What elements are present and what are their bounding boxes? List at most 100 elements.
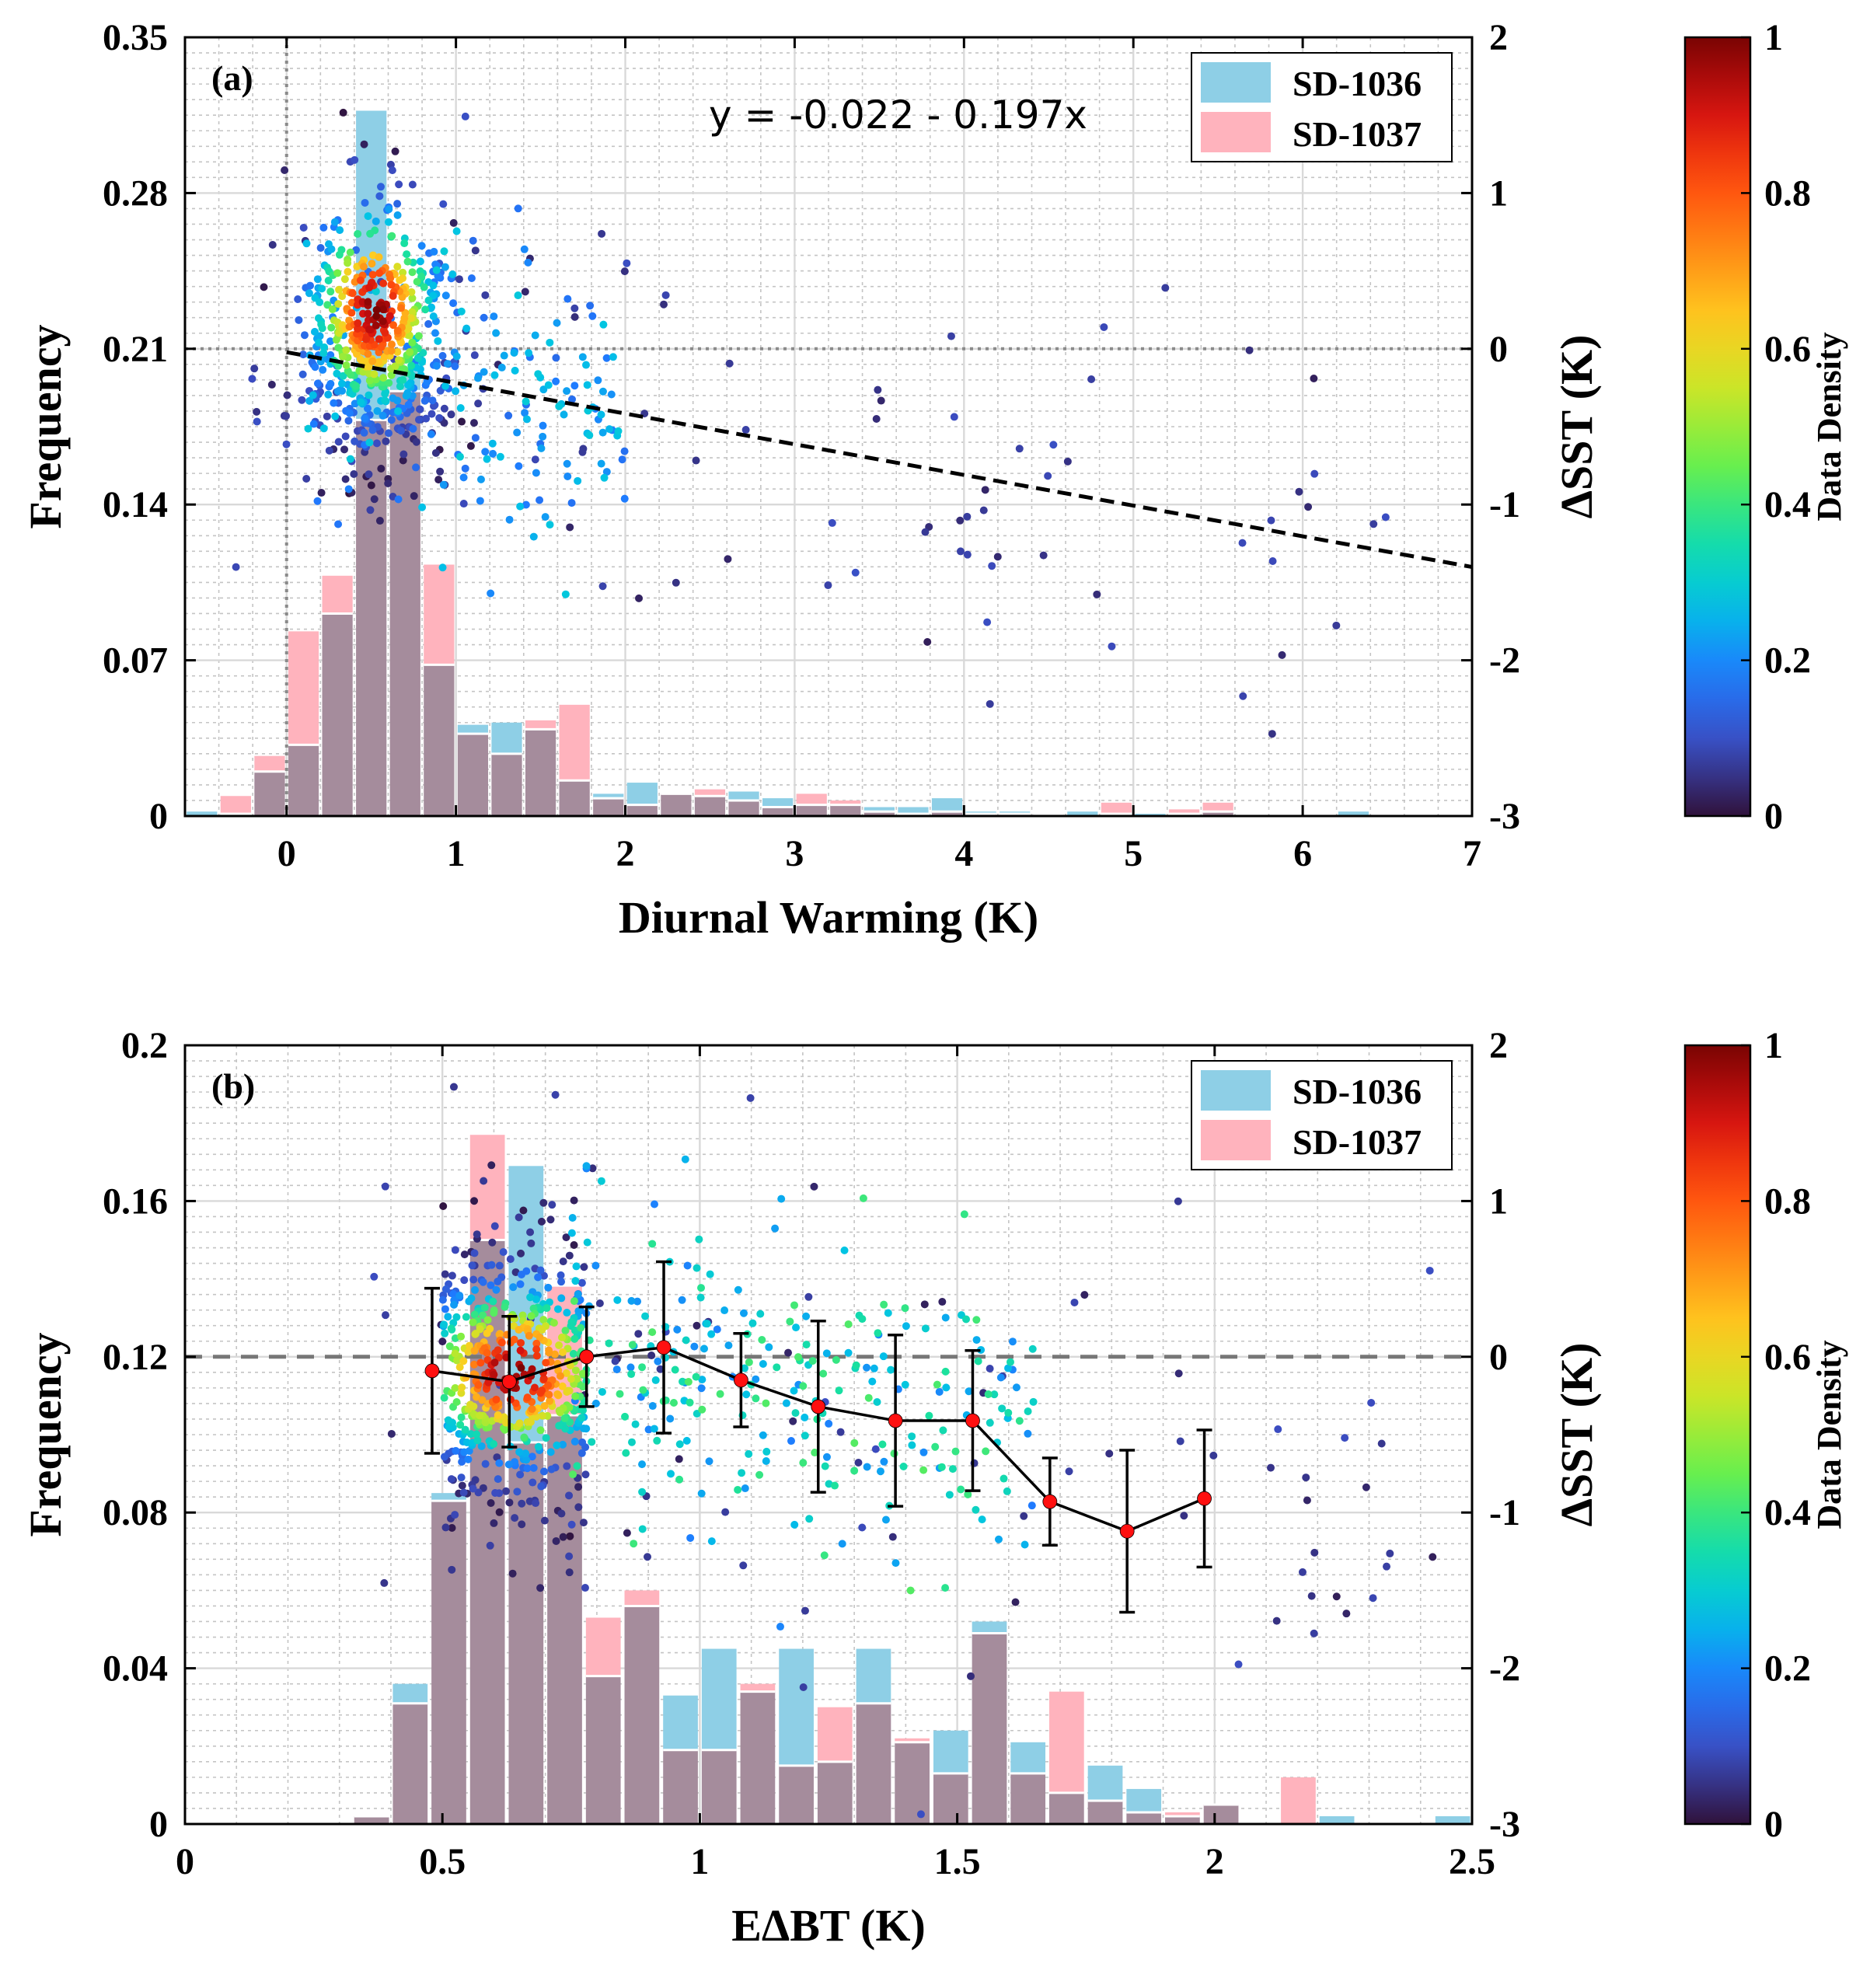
mean-marker: [1197, 1491, 1212, 1506]
scatter-point: [365, 438, 374, 447]
scatter-point: [638, 1488, 647, 1496]
scatter-point: [686, 1398, 694, 1407]
scatter-point: [871, 1445, 880, 1453]
bar-sd1036: [972, 1621, 1007, 1634]
scatter-point: [399, 450, 408, 459]
scatter-point: [724, 555, 732, 563]
scatter-point: [387, 281, 396, 289]
scatter-point: [456, 403, 465, 412]
scatter-point: [620, 267, 629, 276]
legend-swatch-sd1037: [1201, 1120, 1271, 1160]
scatter-point: [283, 391, 291, 399]
scatter-point: [703, 1320, 711, 1328]
scatter-point: [562, 1233, 570, 1242]
colorbar-tick-label: 0.6: [1764, 329, 1811, 370]
scatter-point: [605, 1339, 613, 1348]
scatter-point: [476, 1411, 484, 1420]
scatter-point: [470, 1360, 479, 1369]
scatter-point: [505, 1498, 514, 1507]
y-left-tick-label: 0.08: [103, 1492, 168, 1533]
scatter-point: [421, 305, 430, 314]
scatter-point: [494, 1346, 502, 1355]
y-left-tick-label: 0.16: [103, 1181, 168, 1222]
scatter-point: [444, 1416, 452, 1425]
scatter-point: [565, 1568, 574, 1577]
scatter-point: [489, 449, 497, 458]
scatter-point: [550, 1350, 559, 1358]
scatter-point: [508, 1569, 517, 1578]
bar-sd1037: [1101, 802, 1132, 814]
scatter-point: [822, 1453, 831, 1461]
scatter-point: [461, 464, 469, 473]
scatter-point: [559, 1348, 567, 1357]
scatter-point: [560, 410, 568, 419]
x-tick-label: 0: [277, 833, 296, 874]
scatter-point: [538, 1326, 546, 1334]
scatter-point: [1065, 1467, 1073, 1476]
scatter-point: [546, 1397, 554, 1405]
scatter-point: [820, 1551, 829, 1560]
scatter-point: [1174, 1197, 1182, 1205]
scatter-point: [986, 1418, 994, 1427]
scatter-point: [621, 1412, 630, 1421]
scatter-point: [555, 402, 563, 410]
bar-sd1036: [779, 1648, 814, 1766]
scatter-point: [335, 250, 344, 259]
scatter-point: [776, 1623, 784, 1631]
scatter-point: [474, 1488, 483, 1497]
scatter-point: [654, 1357, 662, 1365]
scatter-point: [450, 1300, 459, 1309]
scatter-point: [972, 1505, 980, 1514]
y-left-tick-label: 0: [149, 796, 168, 837]
scatter-point: [585, 431, 594, 439]
scatter-point: [519, 1206, 528, 1215]
legend-label-sd1036: SD-1036: [1293, 1072, 1422, 1111]
scatter-point: [455, 452, 464, 461]
scatter-point: [320, 343, 329, 351]
scatter-point: [382, 1311, 390, 1320]
bar-overlap: [547, 1414, 582, 1824]
scatter-point: [430, 247, 438, 256]
scatter-point: [357, 398, 365, 406]
scatter-point: [713, 1325, 721, 1334]
scatter-point: [678, 1296, 686, 1304]
legend-label-sd1036: SD-1036: [1293, 64, 1422, 103]
bar-sd1036: [491, 722, 522, 754]
scatter-point: [919, 1466, 928, 1474]
x-tick-label: 2.5: [1449, 1841, 1495, 1882]
bar-overlap: [431, 1501, 466, 1824]
scatter-point: [395, 180, 403, 189]
bar-sd1036: [1338, 811, 1369, 816]
bar-sd1036: [1126, 1788, 1162, 1812]
scatter-point: [650, 1200, 658, 1208]
scatter-point: [441, 1329, 449, 1338]
bar-overlap: [931, 811, 963, 816]
scatter-point: [302, 474, 311, 483]
scatter-point: [457, 307, 466, 316]
bar-overlap: [1087, 1800, 1123, 1824]
scatter-point: [440, 1453, 448, 1461]
scatter-point: [313, 275, 322, 284]
scatter-point: [690, 1342, 699, 1351]
scatter-point: [752, 1394, 760, 1403]
scatter-point: [734, 1485, 742, 1494]
scatter-point: [577, 1278, 586, 1287]
scatter-point: [540, 1516, 549, 1525]
bar-overlap: [1202, 811, 1233, 816]
scatter-point: [391, 147, 399, 155]
scatter-point: [941, 1367, 950, 1376]
bar-overlap: [762, 807, 794, 816]
scatter-point: [391, 362, 399, 371]
scatter-point: [517, 1364, 525, 1372]
scatter-point: [479, 1311, 487, 1320]
scatter-point: [591, 1261, 600, 1270]
scatter-point: [536, 1333, 544, 1341]
grid: [185, 36, 1474, 818]
bar-sd1036: [898, 807, 929, 814]
scatter-point: [887, 1365, 895, 1374]
bar-sd1037: [740, 1683, 776, 1692]
scatter-point: [698, 1376, 706, 1384]
scatter-point: [480, 368, 488, 376]
scatter-point: [870, 1364, 878, 1372]
